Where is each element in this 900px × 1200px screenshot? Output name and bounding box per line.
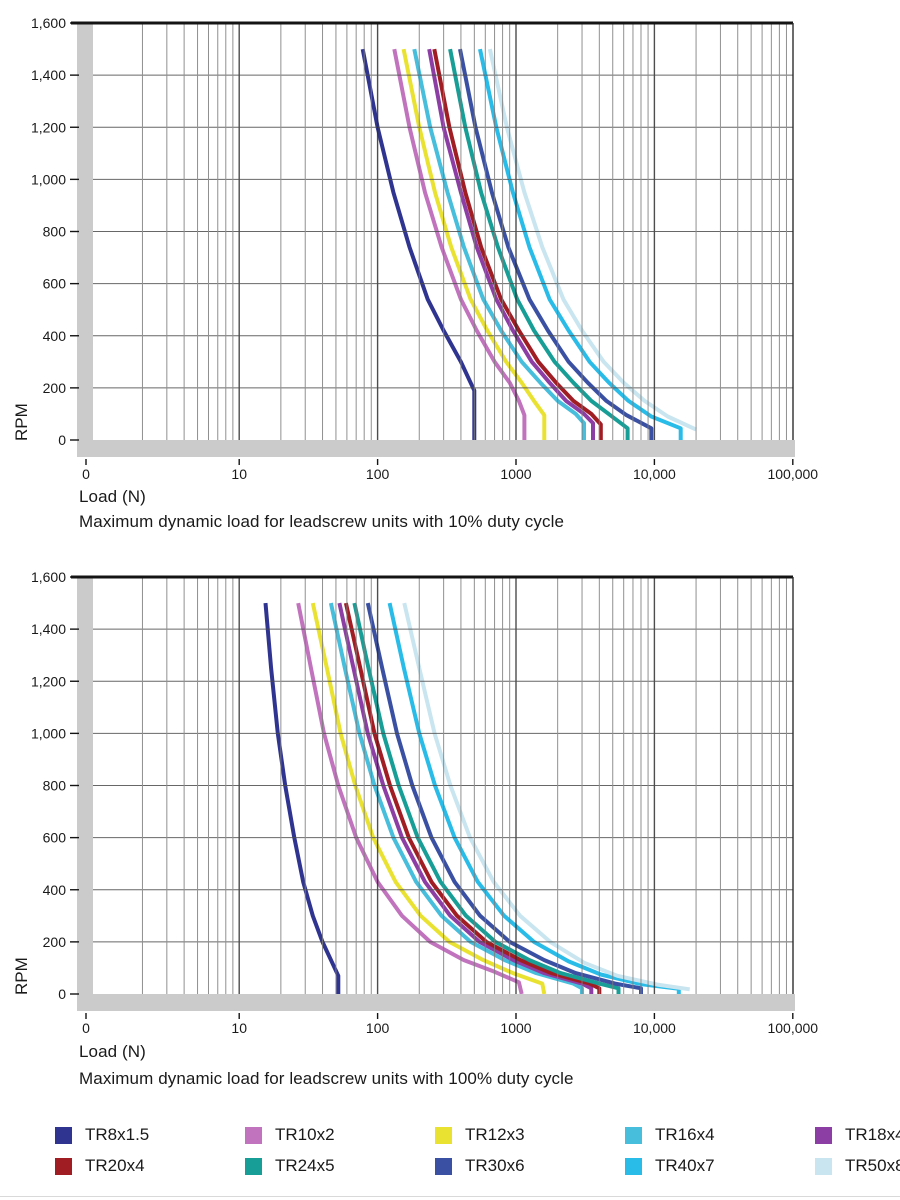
curve-TR10x2	[296, 602, 524, 995]
legend: TR8x1.5 TR10x2 TR12x3 TR16x4 TR18x4 TR20x4 TR2…	[55, 1125, 900, 1175]
y-tick-label: 800	[43, 778, 67, 794]
curve-TR16x4	[412, 48, 586, 440]
y-tick-label: 0	[58, 986, 66, 1002]
chart-10pct-duty-cycle: 1,600 1,400 1,200 1,000 800 600 400 200 0 0 10 100 1…	[12, 15, 818, 482]
y-tick-label: 200	[43, 380, 67, 396]
gridlines	[93, 577, 793, 994]
y-tick-label: 0	[58, 432, 66, 448]
legend-swatch-icon	[55, 1157, 72, 1175]
y-tick-label: 600	[43, 276, 67, 292]
legend-label: TR10x2	[275, 1125, 335, 1144]
x-axis-band	[77, 994, 795, 1011]
legend-item-TR18x4: TR18x4	[815, 1125, 900, 1144]
legend-item-TR12x3: TR12x3	[435, 1125, 625, 1144]
legend-label: TR16x4	[655, 1125, 715, 1144]
legend-label: TR12x3	[465, 1125, 525, 1144]
chart2-x-axis-name: Load (N)	[79, 1042, 146, 1061]
x-tick-label: 10	[231, 1020, 247, 1036]
y-tick-label: 200	[43, 934, 67, 950]
y-tick-label: 1,200	[31, 673, 66, 689]
legend-swatch-icon	[435, 1126, 452, 1144]
gridlines	[93, 23, 793, 440]
y-tick-label: 400	[43, 882, 67, 898]
legend-swatch-icon	[435, 1157, 452, 1175]
y-tick-label: 1,000	[31, 725, 66, 741]
curve-TR30x6	[458, 48, 654, 440]
curve-TR10x2	[392, 48, 527, 440]
legend-item-TR16x4: TR16x4	[625, 1125, 815, 1144]
legend-item-TR50x8: TR50x8	[815, 1156, 900, 1175]
y-tick-label: 1,200	[31, 119, 66, 135]
legend-label: TR30x6	[465, 1156, 525, 1175]
chart1-caption: Maximum dynamic load for leadscrew units…	[79, 512, 565, 531]
x-tick-label: 1000	[500, 466, 531, 482]
x-axis-band	[77, 440, 795, 457]
curve-TR50x8	[402, 602, 690, 992]
y-tick-label: 1,600	[31, 15, 66, 31]
y-tick-label: 1,600	[31, 569, 66, 585]
legend-item-TR30x6: TR30x6	[435, 1156, 625, 1175]
legend-label: TR24x5	[275, 1156, 335, 1175]
curve-TR50x8	[487, 48, 697, 432]
curve-TR40x7	[387, 602, 681, 994]
curve-TR12x3	[401, 48, 547, 440]
legend-swatch-icon	[815, 1126, 832, 1144]
curve-TR12x3	[310, 602, 547, 995]
legend-label: TR50x8	[845, 1156, 900, 1175]
y-tick-label: 800	[43, 224, 67, 240]
y-tick-label: 1,400	[31, 67, 66, 83]
y-tick-label: 1,400	[31, 621, 66, 637]
x-tick-label: 10,000	[633, 1020, 676, 1036]
curve-TR18x4	[427, 48, 595, 440]
curve-TR8x1.5	[263, 602, 341, 994]
y-tick-label: 400	[43, 328, 67, 344]
chart-100pct-duty-cycle: 1,600 1,400 1,200 1,000 800 600 400 200 0 0 10 100 1…	[12, 569, 818, 1036]
legend-item-TR40x7: TR40x7	[625, 1156, 815, 1175]
legend-item-TR8x1.5: TR8x1.5	[55, 1125, 245, 1144]
legend-swatch-icon	[625, 1126, 642, 1144]
x-tick-label: 100,000	[767, 466, 818, 482]
x-tick-label: 10	[231, 466, 247, 482]
curve-TR8x1.5	[360, 48, 477, 440]
legend-swatch-icon	[625, 1157, 642, 1175]
legend-item-TR10x2: TR10x2	[245, 1125, 435, 1144]
chart2-caption: Maximum dynamic load for leadscrew units…	[79, 1069, 574, 1088]
legend-swatch-icon	[815, 1157, 832, 1175]
legend-swatch-icon	[245, 1126, 262, 1144]
y-axis-band	[77, 23, 93, 457]
x-tick-label: 100	[366, 1020, 390, 1036]
x-tick-label: 1000	[500, 1020, 531, 1036]
y-tick-label: 600	[43, 830, 67, 846]
curve-TR20x4	[432, 48, 603, 440]
y-tick-label: 1,000	[31, 171, 66, 187]
legend-label: TR20x4	[85, 1156, 145, 1175]
legend-label: TR40x7	[655, 1156, 715, 1175]
curve-TR30x6	[365, 602, 643, 994]
x-tick-label: 0	[82, 1020, 90, 1036]
y-axis-band	[77, 577, 93, 1011]
x-tick-label: 100,000	[767, 1020, 818, 1036]
chart1-x-axis-name: Load (N)	[79, 487, 146, 506]
x-tick-label: 10,000	[633, 466, 676, 482]
bottom-divider	[0, 1196, 900, 1197]
legend-swatch-icon	[55, 1126, 72, 1144]
legend-swatch-icon	[245, 1157, 262, 1175]
x-tick-label: 0	[82, 466, 90, 482]
legend-label: TR18x4	[845, 1125, 900, 1144]
legend-item-TR20x4: TR20x4	[55, 1156, 245, 1175]
y-axis-name: RPM	[12, 957, 31, 995]
x-tick-label: 100	[366, 466, 390, 482]
y-axis-name: RPM	[12, 403, 31, 441]
legend-label: TR8x1.5	[85, 1125, 150, 1144]
legend-item-TR24x5: TR24x5	[245, 1156, 435, 1175]
